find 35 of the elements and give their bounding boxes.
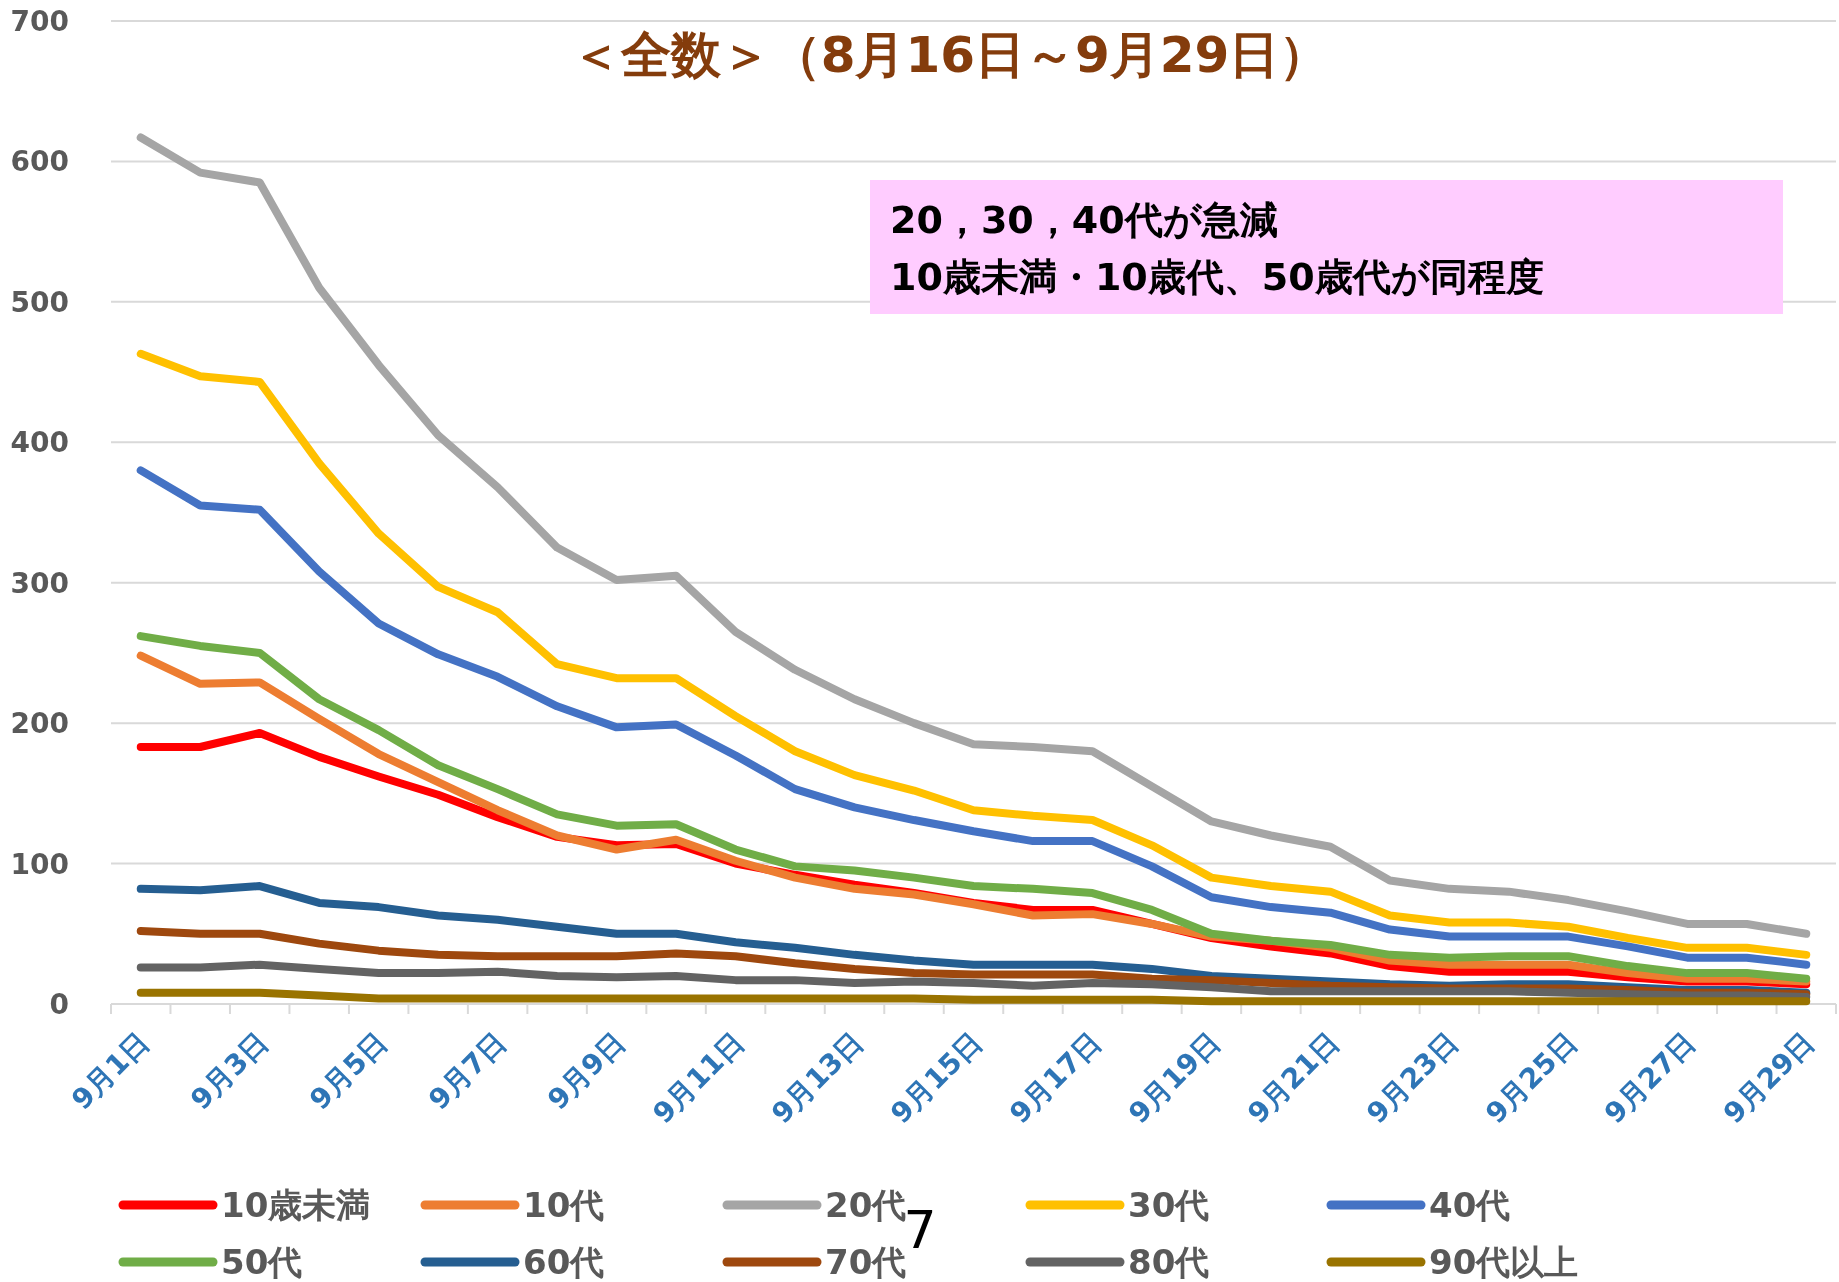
x-tick-label: 9月19日 <box>1122 1025 1227 1130</box>
x-tick-label: 9月3日 <box>184 1025 275 1117</box>
y-tick-label: 500 <box>10 285 69 319</box>
legend-label: 40代 <box>1429 1185 1511 1225</box>
x-tick-label: 9月5日 <box>303 1025 394 1117</box>
legend-label: 50代 <box>221 1242 303 1282</box>
y-tick-label: 400 <box>10 426 69 460</box>
y-tick-label: 0 <box>49 988 69 1021</box>
y-tick-label: 700 <box>10 5 69 38</box>
x-tick-label: 9月25日 <box>1479 1025 1584 1130</box>
annotation: 20，30，40代が急減 <box>890 198 1278 242</box>
x-tick-label: 9月29日 <box>1716 1025 1822 1130</box>
x-tick-label: 9月11日 <box>646 1025 751 1130</box>
x-tick-label: 9月23日 <box>1360 1025 1465 1130</box>
x-tick-label: 9月13日 <box>765 1025 870 1130</box>
legend-label: 70代 <box>825 1242 907 1282</box>
y-tick-label: 200 <box>10 707 69 741</box>
legend-label: 30代 <box>1128 1185 1210 1225</box>
x-tick-label: 9月7日 <box>422 1025 513 1117</box>
legend-label: 60代 <box>523 1242 605 1282</box>
annotation: 10歳未満・10歳代、50歳代が同程度 <box>890 255 1544 299</box>
legend-label: 80代 <box>1128 1242 1210 1282</box>
y-tick-label: 600 <box>10 145 69 179</box>
legend-label: 10代 <box>523 1185 605 1225</box>
legend-label: 90代以上 <box>1429 1242 1579 1282</box>
x-tick-label: 9月17日 <box>1003 1025 1108 1130</box>
x-tick-label: 9月15日 <box>884 1025 989 1130</box>
y-tick-label: 100 <box>10 847 69 881</box>
y-tick-label: 300 <box>10 566 69 600</box>
x-tick-label: 9月27日 <box>1597 1025 1703 1130</box>
x-tick-label: 9月1日 <box>65 1025 156 1117</box>
legend-label: 10歳未満 <box>221 1185 371 1225</box>
chart-title: ＜全数＞（8月16日～9月29日） <box>570 26 1330 84</box>
x-tick-label: 9月9日 <box>541 1025 632 1117</box>
x-tick-label: 9月21日 <box>1241 1025 1346 1130</box>
